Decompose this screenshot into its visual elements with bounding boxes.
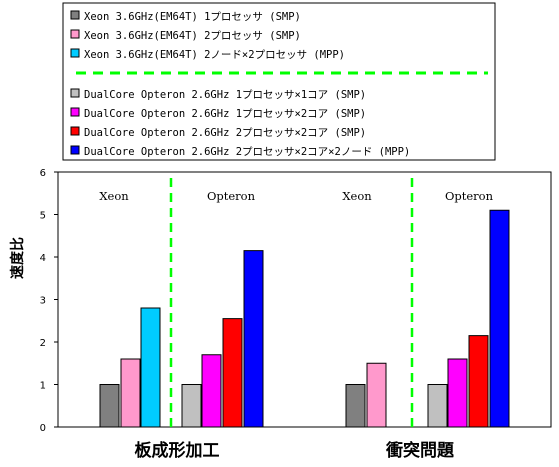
legend-box (62, 2, 496, 161)
legend-swatch (70, 48, 80, 58)
category-label: 板成形加工 (135, 440, 220, 461)
bar (345, 384, 366, 428)
group-labels: Xeon Opteron Xeon Opteron (99, 189, 493, 203)
group-separators (169, 178, 414, 427)
bar (468, 335, 489, 428)
bars (99, 209, 510, 428)
y-axis: 0 1 2 3 4 5 6 (40, 168, 58, 434)
legend-swatch (70, 145, 80, 155)
legend-label: Xeon 3.6GHz(EM64T) 1プロセッサ (SMP) (84, 11, 301, 23)
legend-swatch (70, 10, 80, 20)
bar (427, 384, 448, 428)
group-label: Xeon (99, 189, 129, 203)
legend-swatch (70, 126, 80, 136)
bar (489, 209, 510, 428)
y-tick-label: 3 (40, 296, 46, 307)
y-axis-label: 速度比 (9, 237, 26, 279)
legend-swatch (70, 88, 80, 98)
y-tick-label: 2 (40, 338, 46, 349)
group-label: Opteron (207, 189, 256, 203)
bar (222, 318, 243, 428)
legend-label: DualCore Opteron 2.6GHz 1プロセッサ×1コア (SMP) (84, 89, 366, 101)
y-tick-label: 6 (40, 168, 46, 179)
bar (120, 358, 141, 428)
category-label: 衝突問題 (385, 440, 455, 461)
bar (140, 307, 161, 428)
bar (447, 358, 468, 428)
y-tick-label: 5 (40, 211, 46, 222)
bar (243, 250, 264, 428)
y-tick-label: 4 (40, 253, 46, 264)
y-tick-label: 1 (40, 381, 46, 392)
legend-swatch (70, 107, 80, 117)
legend: Xeon 3.6GHz(EM64T) 1プロセッサ (SMP) Xeon 3.6G… (70, 10, 410, 158)
legend-label: Xeon 3.6GHz(EM64T) 2プロセッサ (SMP) (84, 30, 301, 42)
y-tick-label: 0 (40, 423, 46, 434)
legend-label: DualCore Opteron 2.6GHz 2プロセッサ×2コア×2ノード … (84, 146, 410, 158)
legend-label: Xeon 3.6GHz(EM64T) 2ノード×2プロセッサ (MPP) (84, 49, 345, 61)
bar (181, 384, 202, 428)
bar (366, 362, 387, 428)
category-labels: 板成形加工 衝突問題 (135, 440, 455, 461)
group-label: Opteron (445, 189, 494, 203)
legend-label: DualCore Opteron 2.6GHz 2プロセッサ×2コア (SMP) (84, 127, 366, 139)
legend-swatch (70, 29, 80, 39)
bar (201, 354, 222, 428)
group-label: Xeon (342, 189, 372, 203)
bar (99, 384, 120, 428)
legend-label: DualCore Opteron 2.6GHz 1プロセッサ×2コア (SMP) (84, 108, 366, 120)
